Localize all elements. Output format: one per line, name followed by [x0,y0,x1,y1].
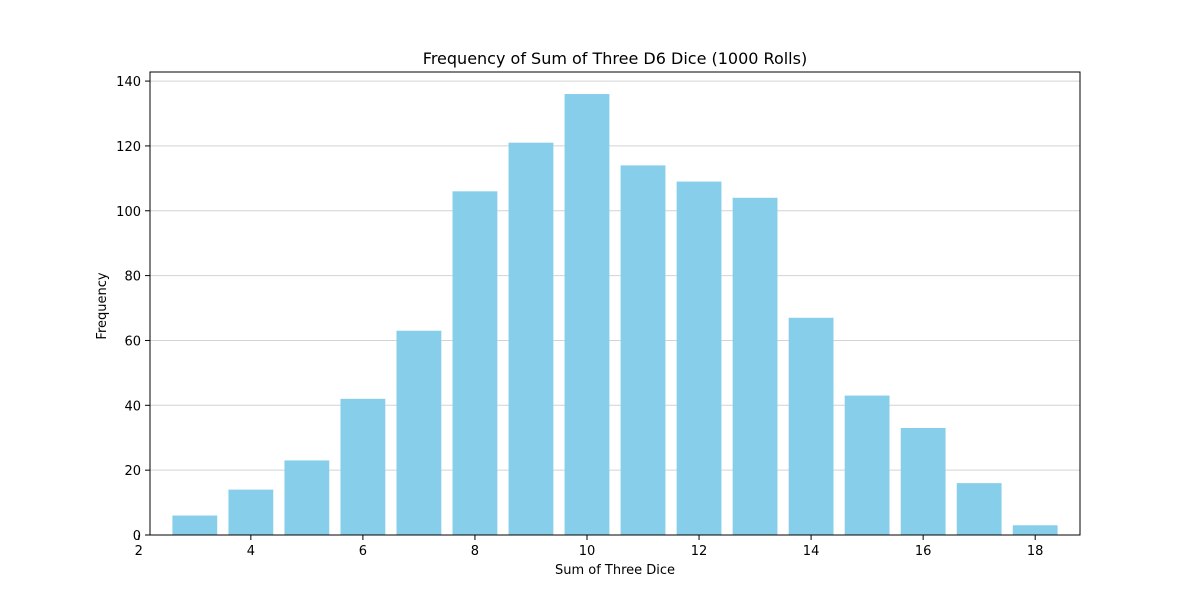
x-tick-label: 2 [135,544,143,559]
x-tick-label: 12 [691,544,708,559]
bar-10 [564,94,610,536]
bar-9 [508,142,554,535]
x-tick-label: 10 [579,544,596,559]
x-tick-label: 16 [915,544,932,559]
y-axis-ticks: 0 20 40 60 80 100 120 140 [116,75,150,544]
bar-17 [956,483,1002,535]
y-tick-label: 40 [124,399,141,414]
y-tick-label: 20 [124,464,141,479]
y-tick-label: 120 [116,140,141,155]
bar-18 [1012,525,1058,535]
y-tick-label: 60 [124,334,141,349]
bar-7 [396,330,442,535]
bar-8 [452,191,498,535]
chart-title: Frequency of Sum of Three D6 Dice (1000 … [423,49,807,68]
y-axis-label: Frequency [95,272,110,339]
x-axis-ticks: 2 4 6 8 10 12 14 16 18 [135,535,1044,559]
x-tick-label: 14 [803,544,820,559]
bar-6 [340,398,386,535]
bar-15 [844,395,890,535]
plot-frame [149,71,1081,536]
x-tick-label: 8 [471,544,479,559]
bar-13 [732,197,778,535]
y-tick-label: 100 [116,205,141,220]
x-tick-label: 18 [1027,544,1044,559]
bar-5 [284,460,330,535]
bar-16 [900,428,946,535]
x-tick-label: 6 [359,544,367,559]
bars [172,94,1058,536]
y-tick-label: 80 [124,270,141,285]
bar-11 [620,165,666,535]
bar-4 [228,489,274,535]
x-tick-label: 4 [247,544,255,559]
bar-14 [788,317,834,535]
y-tick-label: 140 [116,75,141,90]
y-tick-label: 0 [133,529,141,544]
bar-12 [676,181,722,535]
x-axis-label: Sum of Three Dice [555,563,675,578]
bar-3 [172,515,218,535]
